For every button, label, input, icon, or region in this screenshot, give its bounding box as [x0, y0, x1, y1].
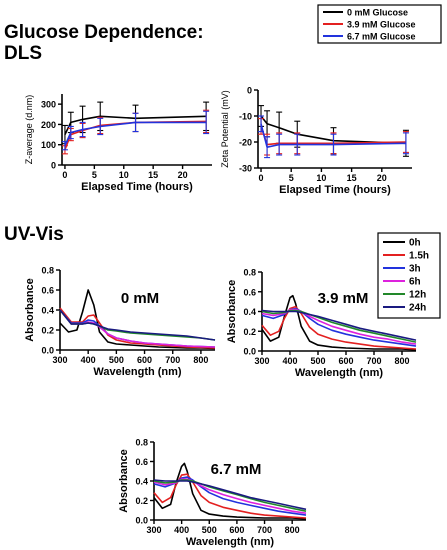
- x-tick-label: 400: [81, 355, 96, 365]
- x-tick-label: 5: [92, 170, 97, 180]
- series-line-1-5h: [153, 473, 307, 519]
- x-tick-label: 600: [229, 525, 244, 535]
- x-tick-label: 800: [394, 356, 409, 366]
- x-tick-label: 300: [52, 355, 67, 365]
- legend-label: 3h: [409, 264, 421, 275]
- legend-label: 24h: [409, 303, 426, 314]
- chart-title: 3.9 mM: [318, 290, 369, 307]
- y-tick-label: 200: [41, 120, 56, 130]
- series-line-1-5h: [261, 305, 417, 350]
- x-tick-label: 800: [193, 355, 208, 365]
- x-tick-label: 400: [174, 525, 189, 535]
- y-tick-label: 0.0: [135, 516, 148, 526]
- x-axis-label: Wavelength (nm): [93, 366, 182, 378]
- y-tick-label: -20: [239, 138, 252, 148]
- y-tick-label: 0.0: [41, 346, 54, 356]
- series-line-0-mm-glucose: [64, 115, 207, 135]
- y-tick-label: 0: [51, 161, 56, 171]
- x-tick-label: 500: [310, 356, 325, 366]
- x-tick-label: 800: [285, 525, 300, 535]
- x-tick-label: 20: [377, 173, 387, 183]
- uvvis-heading: UV-Vis: [4, 224, 64, 245]
- y-tick-label: 0.0: [243, 347, 256, 357]
- x-tick-label: 700: [165, 355, 180, 365]
- y-tick-label: 0.6: [135, 457, 148, 467]
- y-axis-label: Z-average (d.nm): [24, 95, 34, 165]
- y-tick-label: 0.2: [243, 327, 256, 337]
- y-tick-label: 0.8: [41, 266, 54, 276]
- series-line-6h: [59, 309, 216, 348]
- x-tick-label: 15: [347, 173, 357, 183]
- x-tick-label: 15: [148, 170, 158, 180]
- x-tick-label: 700: [257, 525, 272, 535]
- x-tick-label: 20: [178, 170, 188, 180]
- y-axis-label: Zeta Potential (mV): [220, 90, 230, 168]
- y-tick-label: -30: [239, 164, 252, 174]
- x-tick-label: 500: [109, 355, 124, 365]
- dls-heading-line2: DLS: [4, 43, 42, 64]
- y-axis-label: Absorbance: [118, 449, 130, 513]
- legend-label: 0 mM Glucose: [347, 8, 408, 18]
- legend-dls: 0 mM Glucose 3.9 mM Glucose 6.7 mM Glucose: [317, 4, 442, 44]
- series-line-0h: [59, 289, 216, 350]
- chart-uv_0mM: 0.0 0.2 0.4 0.6 0.8 300 400 500 600 700 800 Wavelen…: [24, 266, 216, 378]
- y-tick-label: 0.4: [243, 307, 256, 317]
- legend-label: 1.5h: [409, 251, 429, 262]
- x-axis-label: Elapsed Time (hours): [279, 184, 391, 196]
- legend-label: 6.7 mM Glucose: [347, 32, 416, 42]
- x-tick-label: 700: [366, 356, 381, 366]
- dls-heading-line1: Glucose Dependence:: [4, 22, 204, 43]
- x-tick-label: 300: [254, 356, 269, 366]
- x-tick-label: 600: [338, 356, 353, 366]
- y-tick-label: -10: [239, 112, 252, 122]
- series-line-24h: [153, 479, 307, 511]
- series-line-6-7-mm-glucose: [260, 123, 407, 148]
- y-tick-label: 0: [247, 86, 252, 96]
- legend-label: 0h: [409, 238, 421, 249]
- x-tick-label: 600: [137, 355, 152, 365]
- y-tick-label: 300: [41, 100, 56, 110]
- legend-frame: [377, 232, 441, 319]
- y-tick-label: 0.2: [135, 496, 148, 506]
- x-tick-label: 10: [316, 173, 326, 183]
- chart-uv_67mM: 0.0 0.2 0.4 0.6 0.8 300 400 500 600 700 800 Wavelen…: [118, 438, 307, 548]
- legend-uvvis: 0h 1.5h 3h 6h 12h 24h: [377, 232, 441, 319]
- y-axis-label: Absorbance: [226, 280, 238, 344]
- x-axis-label: Wavelength (nm): [295, 367, 384, 379]
- series-line-1-5h: [59, 307, 216, 349]
- x-tick-label: 400: [282, 356, 297, 366]
- x-axis-label: Wavelength (nm): [186, 536, 275, 548]
- series-line-24h: [261, 309, 417, 341]
- x-tick-label: 500: [202, 525, 217, 535]
- legend-label: 6h: [409, 277, 421, 288]
- y-tick-label: 100: [41, 140, 56, 150]
- legend-label: 12h: [409, 290, 426, 301]
- legend-label: 3.9 mM Glucose: [347, 20, 416, 30]
- x-tick-label: 300: [146, 525, 161, 535]
- series-line-0-mm-glucose: [260, 115, 407, 145]
- x-axis-label: Elapsed Time (hours): [81, 181, 193, 193]
- x-tick-label: 0: [62, 170, 67, 180]
- chart-title: 0 mM: [121, 290, 159, 307]
- y-tick-label: 0.6: [243, 287, 256, 297]
- y-tick-label: 0.4: [135, 477, 148, 487]
- y-tick-label: 0.8: [243, 268, 256, 278]
- chart-uv_39mM: 0.0 0.2 0.4 0.6 0.8 300 400 500 600 700 800 Wavelen…: [226, 268, 417, 379]
- x-tick-label: 10: [119, 170, 129, 180]
- x-tick-label: 5: [289, 173, 294, 183]
- y-axis-label: Absorbance: [24, 278, 36, 342]
- series-line-24h: [59, 309, 216, 341]
- chart-title: 6.7 mM: [211, 461, 262, 478]
- x-tick-label: 0: [259, 173, 264, 183]
- y-tick-label: 0.6: [41, 286, 54, 296]
- series-line-6-7-mm-glucose: [64, 121, 207, 147]
- y-tick-label: 0.8: [135, 438, 148, 448]
- y-tick-label: 0.2: [41, 326, 54, 336]
- y-tick-label: 0.4: [41, 306, 54, 316]
- series-line-12h: [59, 309, 216, 341]
